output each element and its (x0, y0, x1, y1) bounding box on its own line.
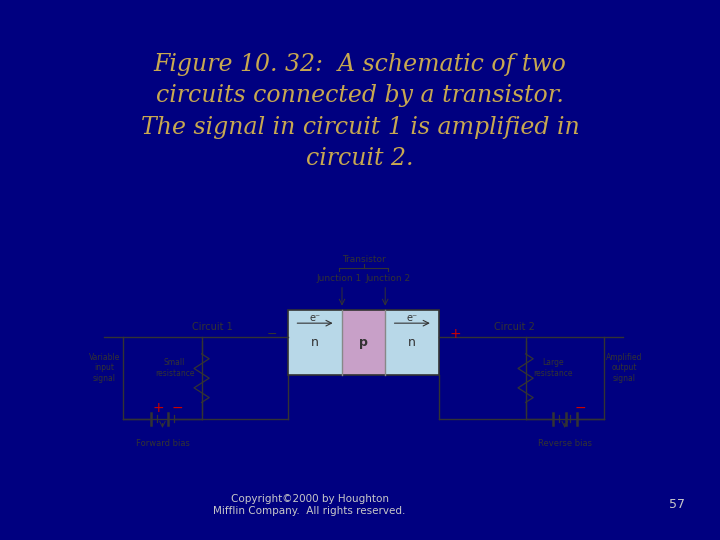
Bar (288, 310, 439, 375)
Bar (342, 310, 385, 375)
Text: Copyright©2000 by Houghton
Mifflin Company.  All rights reserved.: Copyright©2000 by Houghton Mifflin Compa… (213, 494, 406, 516)
Text: e⁻: e⁻ (407, 313, 418, 323)
Text: −: − (266, 328, 277, 341)
Text: n: n (311, 336, 319, 349)
Text: −: − (574, 401, 585, 415)
Text: Transistor: Transistor (342, 255, 385, 264)
Text: Forward bias: Forward bias (135, 439, 189, 448)
Text: Small
resistance: Small resistance (155, 358, 194, 377)
Bar (385, 310, 439, 375)
Text: Large
resistance: Large resistance (533, 358, 572, 377)
Text: −: − (172, 401, 184, 415)
Text: p: p (359, 336, 368, 349)
Text: Junction 2: Junction 2 (365, 274, 410, 283)
Text: Amplified
output
signal: Amplified output signal (606, 353, 643, 383)
Text: Circuit 1: Circuit 1 (192, 322, 233, 332)
Text: Circuit 2: Circuit 2 (495, 322, 535, 332)
Text: n: n (408, 336, 416, 349)
Text: Junction 1: Junction 1 (317, 274, 362, 283)
Text: e⁻: e⁻ (310, 313, 320, 323)
Text: 57: 57 (669, 498, 685, 511)
Text: Reverse bias: Reverse bias (538, 439, 592, 448)
Text: +: + (449, 327, 462, 341)
Text: Figure 10. 32:  A schematic of two
circuits connected by a transistor.
The signa: Figure 10. 32: A schematic of two circui… (140, 53, 580, 170)
Text: +: + (153, 401, 164, 415)
Bar (288, 310, 342, 375)
Text: Variable
input
signal: Variable input signal (89, 353, 120, 383)
